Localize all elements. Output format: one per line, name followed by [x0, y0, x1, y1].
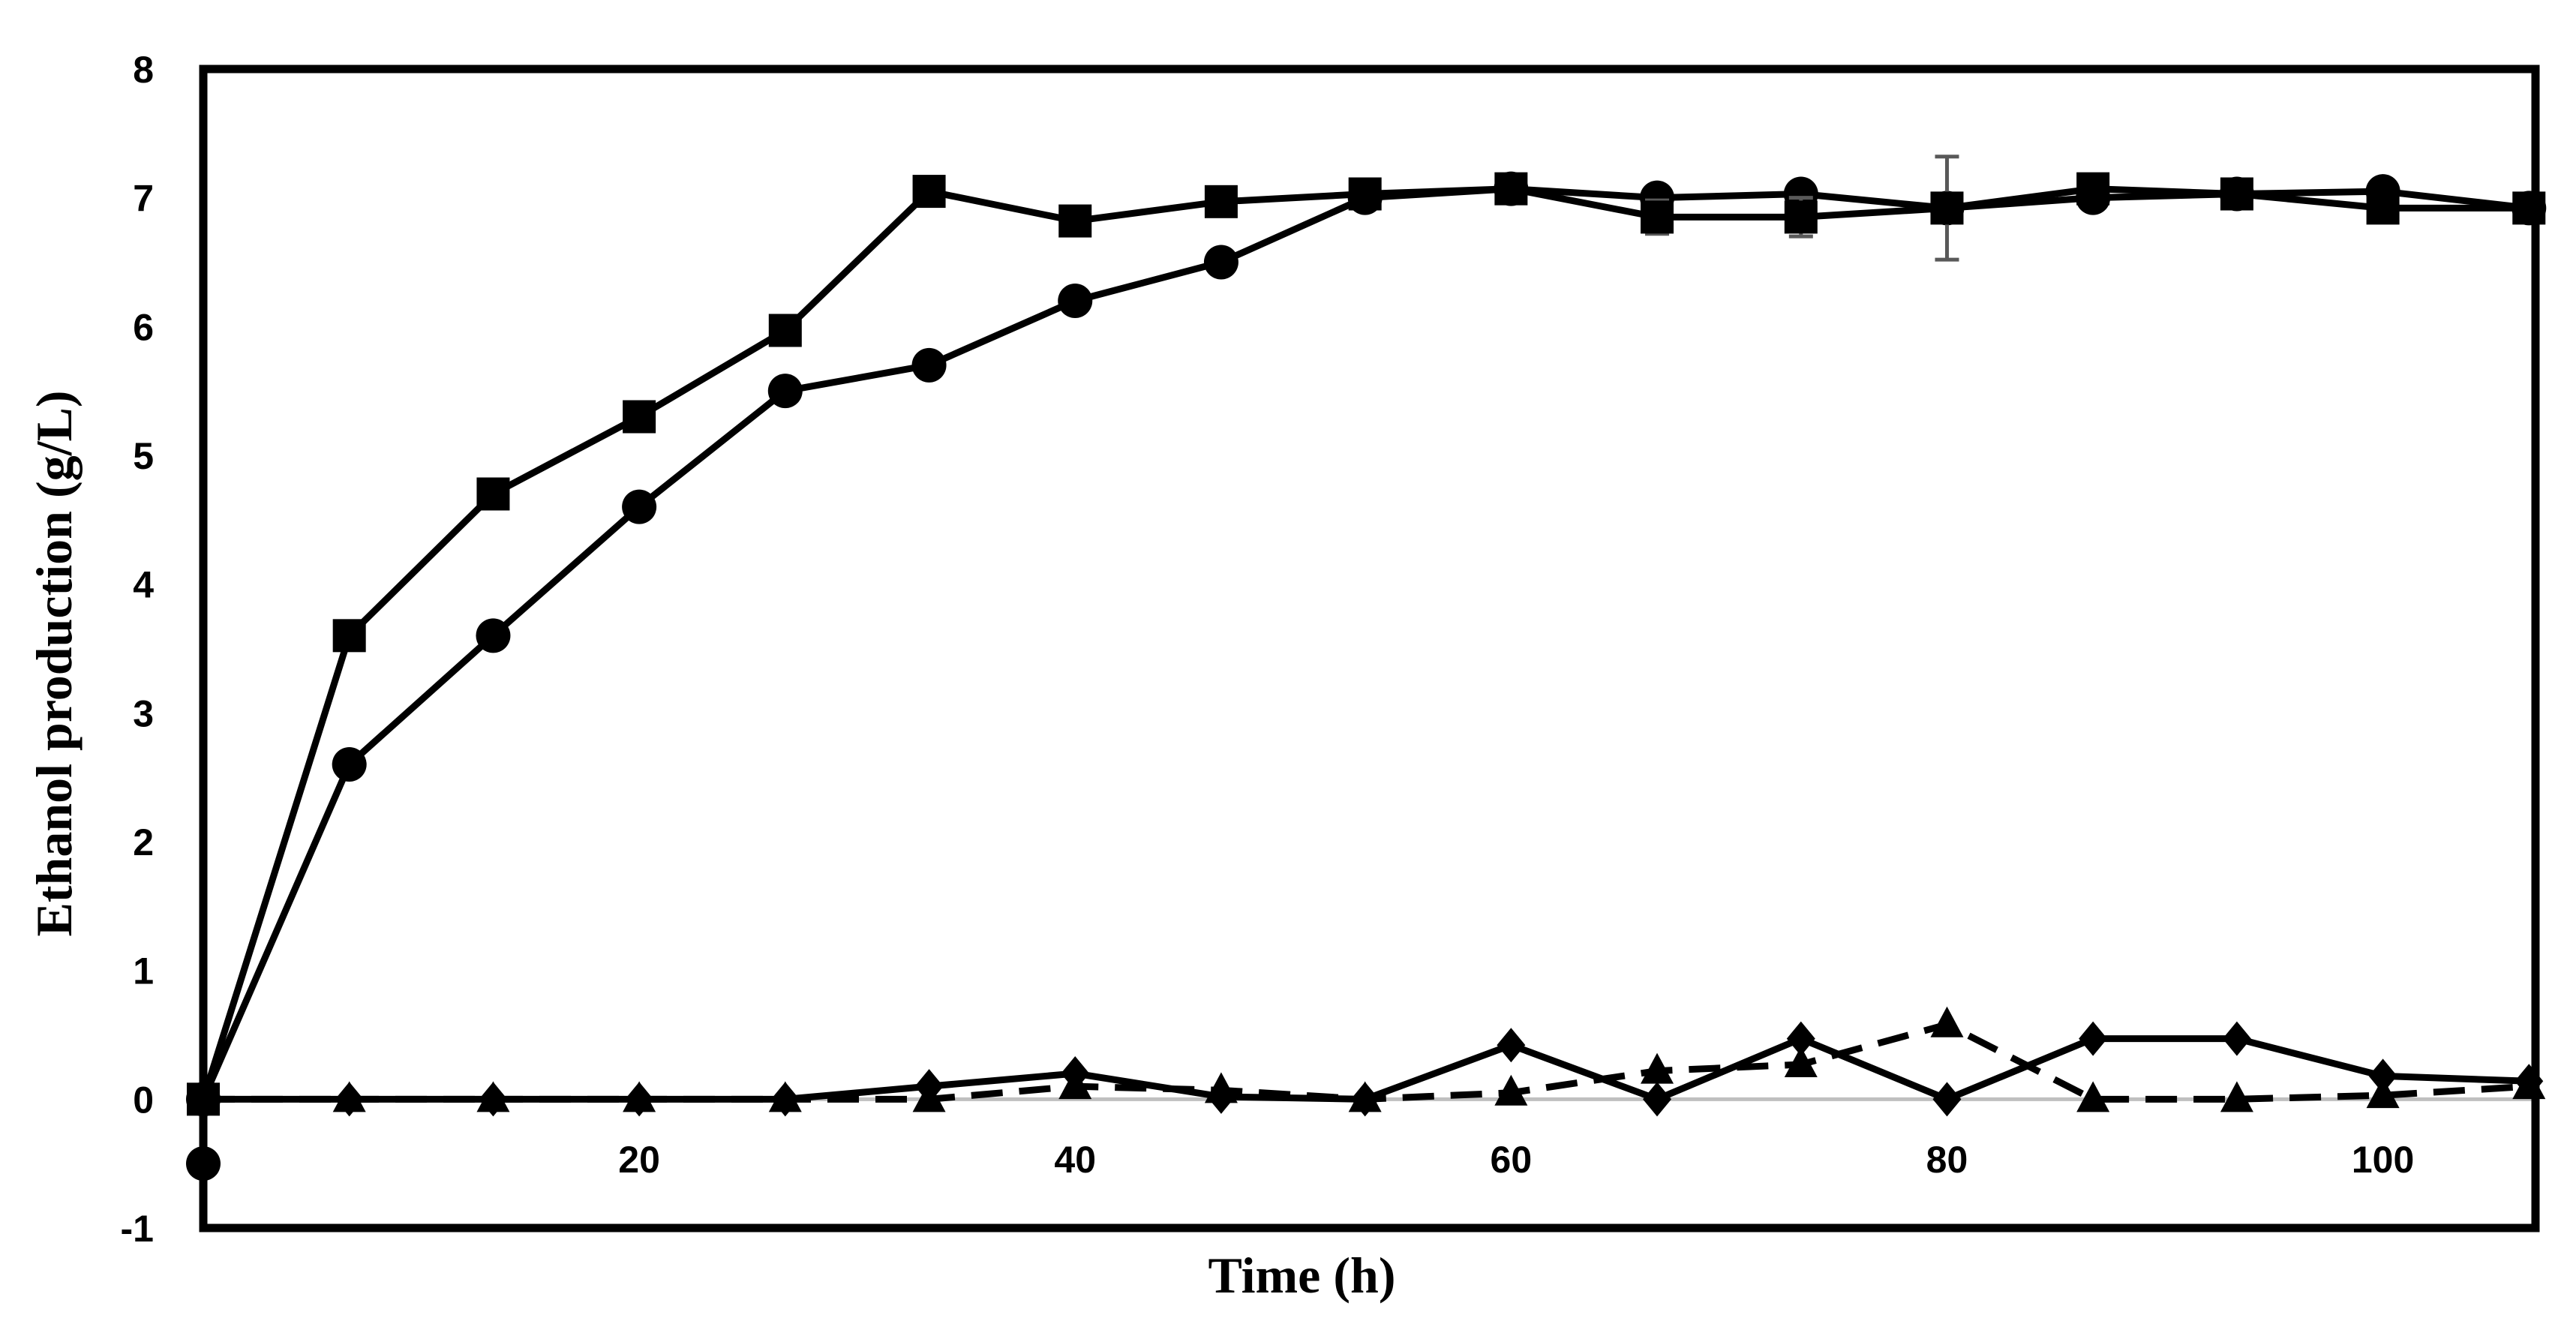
series-triangle-point [2076, 1081, 2110, 1112]
series-circle-point [911, 347, 947, 383]
series-diamond-point [1932, 1082, 1962, 1117]
series-square-point [2366, 191, 2400, 225]
series-square-point [2512, 191, 2546, 225]
series-diamond-point [2222, 1021, 2251, 1056]
series-circle-point [1058, 284, 1093, 318]
series-square-line [200, 185, 2529, 1100]
y-tick-label: 0 [133, 1079, 154, 1121]
series-diamond-point [914, 1069, 944, 1104]
series-circle-point [767, 374, 803, 409]
series-square-point [623, 400, 656, 434]
x-tick-label: 20 [618, 1139, 660, 1181]
x-tick-label: 80 [1926, 1139, 1968, 1181]
y-tick-label: 1 [133, 950, 154, 992]
series-layer [186, 155, 2547, 1181]
series-diamond-point [770, 1082, 800, 1117]
series-diamond-point [1786, 1021, 1815, 1056]
y-tick-label: 7 [133, 178, 154, 220]
x-tick-labels: 20 40 60 80 100 [618, 1139, 2414, 1181]
series-diamond-point [625, 1082, 654, 1117]
series-square-point [476, 477, 510, 511]
series-circle-line [200, 185, 2529, 1101]
series-triangle-point [1494, 1074, 1528, 1106]
series-circle-point [1203, 245, 1238, 280]
series-circle-point [476, 618, 511, 653]
y-tick-label: 8 [133, 49, 154, 91]
series-diamond-point [2368, 1058, 2397, 1094]
series-square-point [332, 619, 366, 653]
series-triangle-point [1784, 1046, 1818, 1077]
series-diamond-point [1061, 1056, 1090, 1091]
series-triangle-point [1930, 1006, 1964, 1037]
series-circle-point [332, 747, 367, 782]
x-tick-label: 100 [2352, 1139, 2414, 1181]
y-tick-label: 2 [133, 821, 154, 863]
y-tick-label: 6 [133, 306, 154, 348]
series-diamond-point [2079, 1021, 2108, 1056]
plot-frame [199, 65, 2540, 1232]
series-square-point [1494, 172, 1528, 206]
series-diamond-point [335, 1082, 364, 1117]
y-tick-labels: -1 0 1 2 3 4 5 6 7 8 [121, 49, 155, 1250]
series-square-point [1204, 185, 1238, 218]
series-square-point [1058, 204, 1092, 238]
series-square-point [768, 314, 802, 347]
series-circle [186, 171, 2547, 1117]
series-square-point [1641, 200, 1674, 234]
series-square-point [1930, 191, 1964, 225]
y-tick-label: 3 [133, 692, 154, 734]
y-tick-label: -1 [121, 1208, 154, 1250]
series-diamond-point [1497, 1028, 1526, 1063]
series-diamond-point [479, 1082, 508, 1117]
y-tick-label: 4 [133, 564, 154, 606]
series-square-point [2220, 177, 2253, 211]
x-tick-label: 40 [1054, 1139, 1096, 1181]
series-diamond-point [1643, 1082, 1672, 1117]
series-square [187, 155, 2546, 1116]
y-axis-title: Ethanol production (g/L) [26, 390, 83, 936]
series-circle-point [622, 489, 657, 524]
series-square-point [1348, 177, 1382, 211]
y-tick-label: 5 [133, 435, 154, 477]
series-diamond-point [1350, 1082, 1380, 1117]
x-axis-title: Time (h) [1208, 1247, 1396, 1304]
series-square-point [912, 175, 946, 209]
x-tick-label: 60 [1491, 1139, 1533, 1181]
series-triangle-point [1641, 1052, 1674, 1084]
series-diamond-point [1206, 1079, 1235, 1114]
series-triangle-point [2220, 1081, 2253, 1112]
series-diamond [189, 1021, 2544, 1117]
series-square-point [2076, 172, 2110, 206]
series-square-point [1784, 200, 1818, 234]
